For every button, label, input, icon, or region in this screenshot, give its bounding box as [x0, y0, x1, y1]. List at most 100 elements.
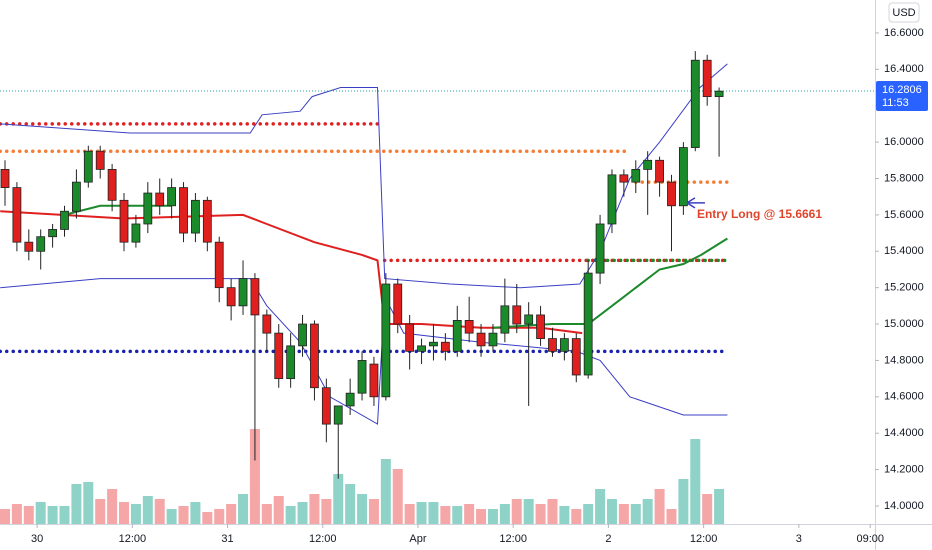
- y-tick-label: 14.0000: [884, 500, 924, 512]
- candle-body: [357, 360, 367, 394]
- candle-body: [107, 168, 117, 201]
- volume-bar: [404, 504, 415, 524]
- candle-body: [250, 278, 260, 316]
- candle-body: [476, 332, 486, 347]
- volume-bar: [83, 482, 94, 524]
- candle-body: [345, 392, 355, 407]
- last-price-label: 16.2806: [882, 84, 922, 96]
- volume-bar: [261, 504, 272, 524]
- x-tick-label: 12:00: [690, 533, 718, 545]
- candle-body: [667, 181, 676, 207]
- candle-body: [488, 332, 498, 347]
- volume-bar: [547, 499, 558, 524]
- candle-body: [321, 387, 331, 425]
- candle-body: [559, 338, 569, 352]
- volume-bar: [452, 506, 463, 524]
- candle-body: [131, 223, 141, 243]
- volume-bar: [47, 506, 58, 524]
- candle-body: [440, 341, 450, 352]
- candle-body: [333, 405, 343, 425]
- volume-bar: [559, 506, 570, 524]
- candle-body: [655, 159, 664, 183]
- volume-bar: [583, 504, 594, 524]
- y-tick-label: 16.4000: [884, 63, 924, 75]
- candle-body: [298, 323, 307, 347]
- y-tick-label: 15.8000: [884, 172, 924, 184]
- x-tick-label: Apr: [409, 533, 426, 545]
- volume-bar: [595, 489, 606, 524]
- y-tick-label: 14.8000: [884, 354, 924, 366]
- candle-body: [369, 363, 379, 398]
- x-tick-label: 2: [605, 533, 611, 545]
- indicator-line: [0, 210, 583, 335]
- volume-bar: [23, 506, 34, 524]
- volume-bar: [440, 506, 451, 524]
- volume-bar: [142, 496, 153, 524]
- volume-bar: [690, 439, 701, 524]
- x-tick-label: 31: [221, 533, 233, 545]
- y-tick-label: 15.0000: [884, 318, 924, 330]
- volume-bar: [714, 489, 725, 524]
- volume-bar: [59, 506, 70, 524]
- candle-body: [95, 150, 105, 170]
- candle-body: [238, 278, 248, 307]
- volume-bar: [297, 502, 308, 524]
- volume-bar: [428, 502, 439, 524]
- volume-bar: [333, 474, 344, 524]
- candle-body: [119, 199, 129, 243]
- x-tick-label: 09:00: [856, 533, 884, 545]
- candle-body: [417, 345, 426, 352]
- candle-body: [643, 159, 653, 170]
- candle-body: [381, 283, 391, 398]
- volume-bar: [702, 494, 713, 524]
- candle-body: [512, 305, 522, 325]
- candle-body: [0, 168, 10, 188]
- candle-body: [155, 192, 165, 207]
- currency-button[interactable]: [888, 2, 920, 23]
- volume-bar: [666, 509, 677, 524]
- volume-bar: [202, 512, 213, 524]
- volume-bar: [35, 502, 46, 524]
- volume-bar: [642, 499, 653, 524]
- volume-bar: [285, 506, 296, 524]
- y-tick-label: 14.2000: [884, 464, 924, 476]
- last-price-box: [876, 81, 928, 112]
- candle-body: [607, 174, 617, 225]
- candle-body: [72, 181, 81, 212]
- y-tick-label: 15.2000: [884, 282, 924, 294]
- volume-bar: [119, 502, 130, 524]
- volume-bar: [166, 509, 177, 524]
- volume-bar: [606, 499, 617, 524]
- volume-bar: [511, 499, 522, 524]
- currency[interactable]: USD: [892, 7, 915, 19]
- candle-body: [202, 199, 212, 243]
- volume-bar: [630, 504, 641, 524]
- candle-body: [690, 59, 700, 148]
- volume-bar: [107, 489, 118, 524]
- candle-body: [393, 283, 403, 325]
- x-tick-label: 12:00: [119, 533, 147, 545]
- volume-bar: [678, 479, 689, 524]
- candle-body: [286, 345, 296, 380]
- candle-body: [12, 187, 22, 243]
- volume-bar: [476, 509, 487, 524]
- volume-bar: [154, 499, 165, 524]
- volume-bar: [571, 509, 582, 524]
- volume-bar: [357, 494, 368, 524]
- candle-body: [405, 323, 415, 352]
- candle-body: [583, 272, 593, 376]
- candle-body: [714, 90, 724, 98]
- candle-body: [24, 241, 34, 252]
- volume-bar: [618, 504, 629, 524]
- volume-bar: [130, 504, 141, 524]
- volume-bar: [178, 506, 189, 524]
- volume-bar: [214, 509, 225, 524]
- candle-body: [167, 187, 177, 207]
- indicator-line: [0, 63, 728, 289]
- candle-body: [702, 59, 712, 98]
- volume-bar: [190, 502, 201, 524]
- y-tick-label: 14.4000: [884, 427, 924, 439]
